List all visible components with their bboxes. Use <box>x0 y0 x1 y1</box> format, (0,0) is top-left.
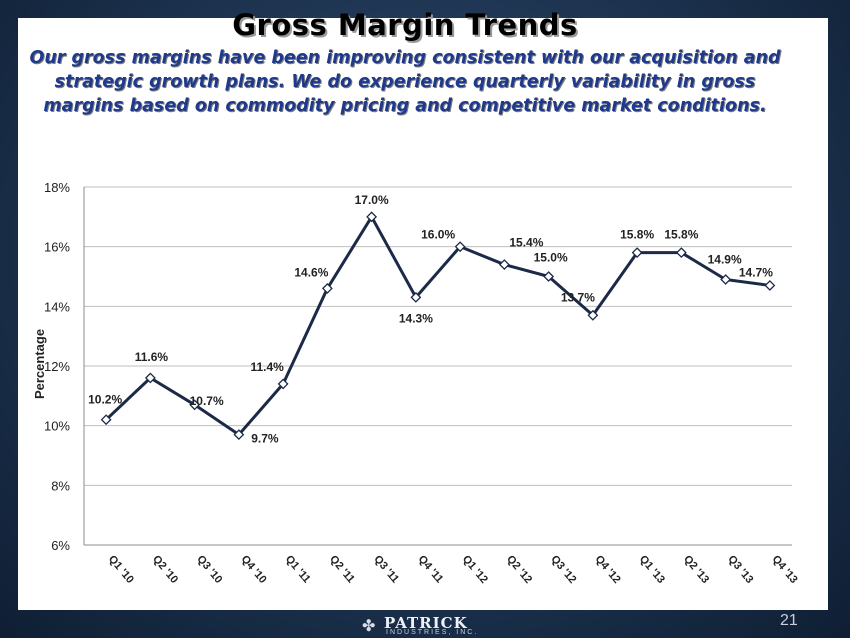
data-label: 15.4% <box>509 236 543 250</box>
data-point-marker <box>764 280 776 291</box>
page-number: 21 <box>780 612 798 629</box>
data-point-marker <box>366 211 378 223</box>
data-label: 17.0% <box>355 193 389 207</box>
data-label: 16.0% <box>421 228 455 242</box>
y-tick-label: 18% <box>44 180 70 195</box>
logo-emblem-icon: ✤ <box>362 618 376 635</box>
data-point-marker <box>277 378 289 390</box>
data-point-marker <box>498 259 510 270</box>
data-point-marker <box>543 271 555 282</box>
slide-title: Gross Margin Trends <box>232 8 578 42</box>
patrick-logo: ✤ PATRICK INDUSTRIES, INC. <box>362 614 492 636</box>
data-label: 14.3% <box>399 311 433 325</box>
x-tick-label: Q1 '12 <box>460 553 490 586</box>
x-tick-label: Q3 '11 <box>371 553 401 585</box>
data-label: 10.2% <box>88 393 122 407</box>
slide <box>18 18 828 610</box>
data-point-marker <box>631 247 643 259</box>
data-label: 13.7% <box>561 290 595 304</box>
data-label: 9.7% <box>251 432 279 446</box>
y-axis-title: Percentage <box>32 329 47 399</box>
x-tick-label: Q3 '10 <box>194 553 224 586</box>
data-point-marker <box>675 247 687 259</box>
x-tick-label: Q4 '13 <box>770 553 800 586</box>
x-tick-label: Q1 '11 <box>283 553 313 585</box>
data-point-marker <box>321 283 333 294</box>
data-point-marker <box>100 414 112 426</box>
data-point-marker <box>410 291 422 303</box>
y-tick-label: 14% <box>44 299 70 314</box>
data-label: 14.9% <box>708 252 742 266</box>
y-tick-label: 12% <box>44 359 70 374</box>
data-label: 11.4% <box>250 360 284 374</box>
x-tick-label: Q2 '11 <box>327 553 357 585</box>
y-tick-label: 10% <box>44 419 70 434</box>
data-label: 14.7% <box>739 265 773 279</box>
y-tick-label: 6% <box>51 538 70 553</box>
x-tick-label: Q2 '12 <box>504 553 534 586</box>
data-point-marker <box>233 429 245 441</box>
logo-tagline: INDUSTRIES, INC. <box>386 629 479 636</box>
x-tick-label: Q4 '11 <box>416 553 446 585</box>
x-tick-label: Q2 '10 <box>150 553 180 586</box>
data-point-marker <box>144 372 156 384</box>
data-point-marker <box>720 274 732 285</box>
x-tick-label: Q1 '10 <box>106 553 136 586</box>
x-tick-label: Q3 '13 <box>725 553 755 586</box>
x-tick-label: Q4 '10 <box>239 553 269 586</box>
data-label: 14.6% <box>294 265 328 279</box>
data-point-marker <box>587 309 599 321</box>
series-line <box>105 215 771 437</box>
logo-name: PATRICK <box>384 614 468 632</box>
slide-subtitle: Our gross margins have been improving co… <box>29 48 781 116</box>
x-tick-label: Q4 '12 <box>593 553 623 586</box>
data-point-marker <box>454 241 466 253</box>
data-label: 15.8% <box>664 228 698 242</box>
data-label: 15.8% <box>620 228 654 242</box>
x-tick-label: Q2 '13 <box>681 553 711 586</box>
data-label: 15.0% <box>534 251 568 265</box>
data-label: 10.7% <box>190 394 224 408</box>
y-tick-label: 16% <box>44 240 70 255</box>
x-tick-label: Q1 '13 <box>637 553 667 586</box>
x-tick-label: Q3 '12 <box>548 553 578 586</box>
data-label: 11.6% <box>135 350 169 364</box>
data-point-marker <box>189 399 201 411</box>
y-tick-label: 8% <box>51 478 70 493</box>
